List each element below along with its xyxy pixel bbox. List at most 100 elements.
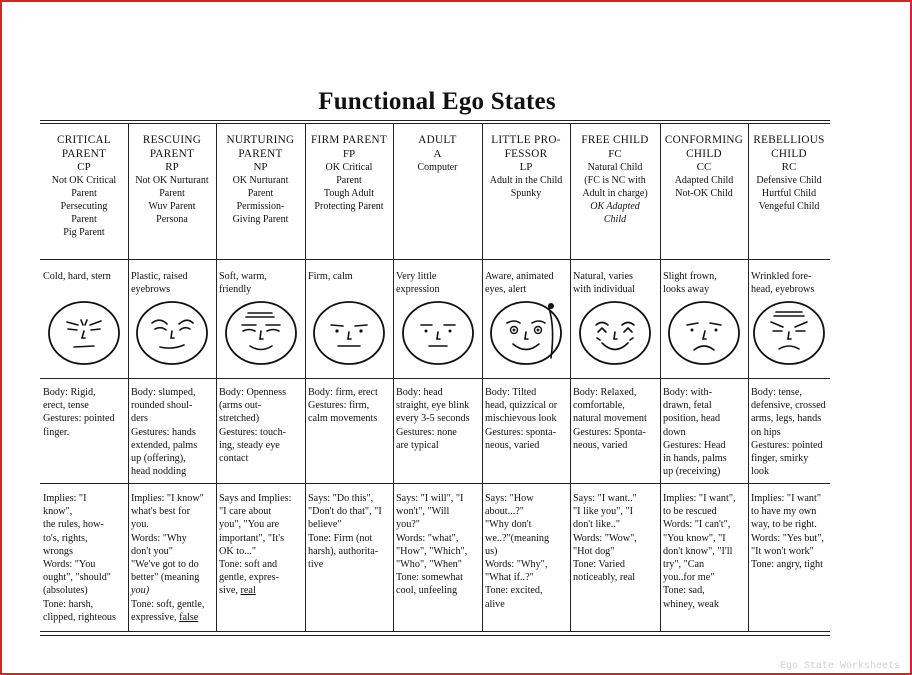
implies-words-tone-line: know", <box>43 506 73 518</box>
state-description-line: Adult in the Child <box>489 175 563 186</box>
left-eyebrow <box>595 321 609 326</box>
body-gestures-line: stretched) <box>219 413 260 425</box>
nose <box>347 331 352 340</box>
implies-words-tone-np: Says and Implies: "I care about you", "You… <box>216 492 305 598</box>
face-description-line: friendly <box>219 284 252 296</box>
body-gestures-line: position, head <box>663 413 721 425</box>
state-description-line: Parent <box>159 188 185 199</box>
state-description-line: Not OK Nurturant <box>135 175 209 186</box>
body-gestures-line: mischievous look <box>485 413 557 425</box>
body-gestures-a: Body: head straight, eye blink every 3-5 s… <box>393 386 482 452</box>
implies-words-tone-line: tive <box>308 559 324 571</box>
column-header-a: ADULT A Computer <box>393 134 482 174</box>
body-gestures-line: drawn, fetal <box>663 400 712 412</box>
body-gestures-line: straight, eye blink <box>396 400 470 412</box>
state-description-line: Computer <box>417 161 458 173</box>
implies-words-tone-line: "I care about <box>219 506 272 518</box>
column-header-cp: CRITICAL PARENT CP Not OK Critical Parent Per… <box>40 134 128 239</box>
face-description-line: Firm, calm <box>308 271 353 282</box>
body-gestures-line: (arms out- <box>219 400 262 412</box>
face-outline <box>401 301 474 365</box>
face-icon-fc <box>579 301 651 365</box>
implies-words-tone-line: Words: "what", <box>396 532 459 544</box>
body-gestures-line: Body: Openness <box>219 387 287 398</box>
implies-words-tone-line: Says: "I will", "I <box>396 493 464 504</box>
body-gestures-line: Gestures: pointed <box>43 413 115 425</box>
state-description-line: Spunky <box>510 188 542 199</box>
face-description-line: head, eyebrows <box>751 284 815 296</box>
column-rc: REBELLIOUS CHILD RC Defensive Child Hurtful … <box>748 124 830 631</box>
nose <box>787 331 792 340</box>
state-name-line: LITTLE PRO- <box>491 134 561 146</box>
state-abbreviation: CP <box>77 161 91 173</box>
implies-words-tone-rc: Implies: "I want" to have my own way, to b… <box>748 492 830 571</box>
implies-words-tone-line: Tone: excited, <box>485 585 543 597</box>
implies-words-tone-line: wrongs <box>43 545 73 557</box>
state-abbreviation: LP <box>519 161 533 173</box>
implies-words-tone-line: Words: "You <box>43 559 96 571</box>
implies-words-tone-line: you. <box>131 519 149 531</box>
state-abbreviation: FC <box>608 147 622 160</box>
implies-words-tone-fp: Says: "Do this", "Don't do that", "I belie… <box>305 492 393 571</box>
implies-words-tone-line: don't you" <box>131 545 173 557</box>
implies-words-tone-a: Says: "I will", "I won't", "Will you?" Word… <box>393 492 482 598</box>
body-gestures-line: Gestures: sponta- <box>485 426 557 438</box>
left-pupil <box>512 328 516 332</box>
implies-words-tone-line: Implies: "I want" <box>751 493 821 504</box>
implies-words-tone-line: Implies: "I want", <box>663 493 736 504</box>
implies-words-tone-line: "How", "Which", <box>396 545 468 557</box>
right-eye <box>448 329 451 333</box>
implies-words-tone-line: to be rescued <box>663 506 717 518</box>
state-name-line: RESCUING <box>142 134 202 146</box>
body-gestures-lp: Body: Tilted head, quizzical or mischievou… <box>482 386 570 452</box>
body-gestures-line: Gestures: Sponta- <box>573 426 646 438</box>
state-description-line: (FC is NC with <box>584 174 646 186</box>
state-description-line: Parent <box>247 188 274 199</box>
body-gestures-line: Gestures: hands <box>131 426 196 438</box>
state-description-italic-line: OK Adapted <box>590 200 640 212</box>
implies-words-tone-line: "Why don't <box>485 519 532 531</box>
top-rule-inner <box>40 123 830 124</box>
left-eye <box>424 329 427 333</box>
implies-words-tone-line: gentle, expres- <box>219 572 279 584</box>
face-icon-cc <box>668 301 740 365</box>
state-description-line: Protecting Parent <box>314 200 384 212</box>
implies-words-tone-line: believe" <box>308 519 342 531</box>
state-description-line: Adapted Child <box>674 175 734 186</box>
body-gestures-line: neous, varied <box>485 439 540 451</box>
face-description-cc: Slight frown, looks away <box>660 270 748 296</box>
state-name-line: NURTURING <box>226 134 295 146</box>
body-gestures-line: on hips <box>751 426 781 438</box>
right-eye <box>623 326 633 333</box>
column-np: NURTURING PARENT NP OK Nurturant Parent Permi… <box>216 124 306 631</box>
body-gestures-line: ders <box>131 413 148 425</box>
watermark: Ego State Worksheets <box>779 661 900 672</box>
implies-words-tone-line: Words: "Why", <box>485 559 548 571</box>
face-icon-np <box>224 301 297 365</box>
left-eyebrow <box>506 320 521 324</box>
body-gestures-line: calm movements <box>308 413 378 425</box>
right-eyebrow <box>709 322 722 326</box>
body-gestures-line: Body: head <box>396 387 443 398</box>
implies-words-tone-line: "We've got to do <box>131 559 199 571</box>
implies-words-tone-line: don't know", "I'll <box>663 545 733 557</box>
underlined-word: false <box>179 611 199 623</box>
implies-words-tone-line: sive, real <box>219 585 256 597</box>
face-description-line: Soft, warm, <box>219 271 267 282</box>
implies-words-tone-cc: Implies: "I want", to be rescued Words: "I… <box>660 492 748 611</box>
body-gestures-line: comfortable, <box>573 400 625 412</box>
state-name-line: PARENT <box>61 147 107 160</box>
left-eye <box>597 326 607 333</box>
left-eyebrow <box>686 322 699 326</box>
face-description-line: Wrinkled fore- <box>751 271 812 282</box>
state-name-line: CONFORMING <box>664 134 744 146</box>
dimple <box>596 337 601 341</box>
column-header-np: NURTURING PARENT NP OK Nurturant Parent Permi… <box>216 134 305 226</box>
body-gestures-rc: Body: tense, defensive, crossed arms, legs… <box>748 386 830 478</box>
right-pupil <box>536 328 540 332</box>
brow-line <box>80 319 84 326</box>
implies-words-tone-line: you?" <box>396 519 420 531</box>
body-gestures-line: Gestures: touch- <box>219 426 287 438</box>
body-gestures-line: Gestures: Head <box>663 439 726 451</box>
